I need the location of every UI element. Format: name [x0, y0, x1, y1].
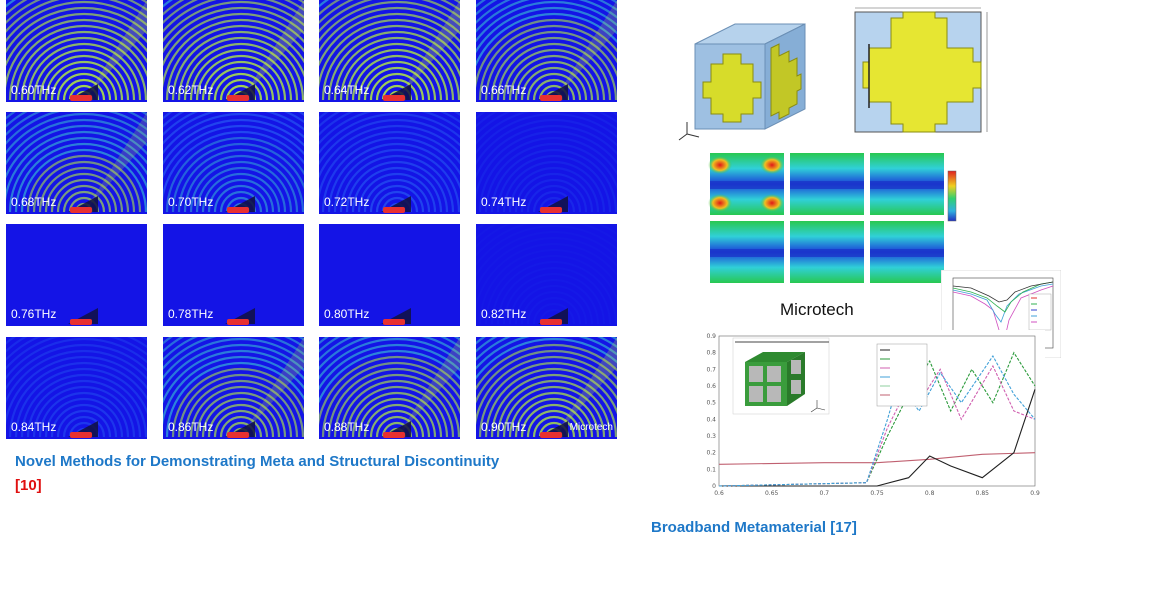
frequency-label: 0.60THz — [11, 83, 57, 97]
structure-inset — [732, 337, 830, 415]
x-tick-label: 0.75 — [870, 490, 884, 497]
chart-legend — [876, 343, 928, 407]
x-tick-label: 0.9 — [1030, 490, 1040, 497]
field-distribution-grid: 0.60THz 0.62THz 0.64THz 0.66THz 0.68THz 0.70T… — [6, 0, 618, 441]
y-tick-label: 0.6 — [706, 383, 716, 390]
frequency-label: 0.84THz — [11, 420, 57, 434]
frequency-label: 0.72THz — [324, 195, 370, 209]
field-tile: 0.78THz — [163, 224, 304, 326]
y-tick-label: 0.3 — [706, 433, 716, 440]
frequency-label: 0.78THz — [168, 307, 214, 321]
frequency-label: 0.62THz — [168, 83, 214, 97]
series-line — [718, 364, 1036, 487]
series-line — [718, 351, 1036, 487]
field-tile: 0.90THz Microtech — [476, 337, 617, 439]
field-tile: 0.64THz — [319, 0, 460, 102]
frequency-label: 0.74THz — [481, 195, 527, 209]
y-tick-label: 0.9 — [706, 333, 716, 340]
y-tick-label: 0 — [712, 483, 716, 490]
left-figure-caption: Novel Methods for Demonstrating Meta and… — [15, 450, 575, 498]
series-line — [718, 452, 1036, 465]
frequency-label: 0.64THz — [324, 83, 370, 97]
field-tile: 0.66THz — [476, 0, 617, 102]
frequency-label: 0.68THz — [11, 195, 57, 209]
field-tile: 0.62THz — [163, 0, 304, 102]
unit-cell-3d-figure — [678, 23, 806, 141]
x-tick-label: 0.8 — [925, 490, 935, 497]
y-tick-label: 0.7 — [706, 366, 716, 373]
field-tile: 0.80THz — [319, 224, 460, 326]
y-tick-label: 0.4 — [706, 416, 716, 423]
x-tick-label: 0.7 — [820, 490, 830, 497]
left-caption-text: Novel Methods for Demonstrating Meta and… — [15, 453, 500, 470]
y-tick-label: 0.8 — [706, 350, 716, 357]
field-tile: 0.70THz — [163, 112, 304, 214]
frequency-label: 0.66THz — [481, 83, 527, 97]
x-tick-label: 0.85 — [976, 490, 990, 497]
field-tile: 0.74THz — [476, 112, 617, 214]
field-tile: 0.82THz — [476, 224, 617, 326]
frequency-label: 0.86THz — [168, 420, 214, 434]
field-tile: 0.72THz — [319, 112, 460, 214]
unit-cell-top-view — [854, 7, 988, 133]
field-maps-figure — [708, 153, 957, 283]
microtech-label: Microtech — [780, 300, 854, 319]
left-caption-reference: [10] — [15, 477, 42, 494]
frequency-label: 0.80THz — [324, 307, 370, 321]
frequency-label: 0.82THz — [481, 307, 527, 321]
field-tile: 0.84THz — [6, 337, 147, 439]
y-tick-label: 0.5 — [706, 400, 716, 407]
y-tick-label: 0.2 — [706, 450, 716, 457]
frequency-label: 0.76THz — [11, 307, 57, 321]
field-tile: 0.60THz — [6, 0, 147, 102]
field-tile: 0.68THz — [6, 112, 147, 214]
watermark: Microtech — [569, 422, 613, 433]
series-line — [718, 354, 1036, 487]
y-tick-label: 0.1 — [706, 466, 716, 473]
broadband-absorption-chart: 0.6 0.65 0.7 0.75 0.8 0.85 0.9 0 0.1 0.2 0.3 0.4 0.5… — [705, 330, 1045, 506]
field-tile: 0.86THz — [163, 337, 304, 439]
field-tile: 0.76THz — [6, 224, 147, 326]
frequency-label: 0.90THz — [481, 420, 527, 434]
series-line — [719, 389, 1036, 487]
frequency-label: 0.70THz — [168, 195, 214, 209]
frequency-label: 0.88THz — [324, 420, 370, 434]
x-tick-label: 0.65 — [765, 490, 779, 497]
right-figure-caption: Broadband Metamaterial [17] — [651, 519, 857, 536]
x-tick-label: 0.6 — [714, 490, 724, 497]
field-tile: 0.88THz — [319, 337, 460, 439]
